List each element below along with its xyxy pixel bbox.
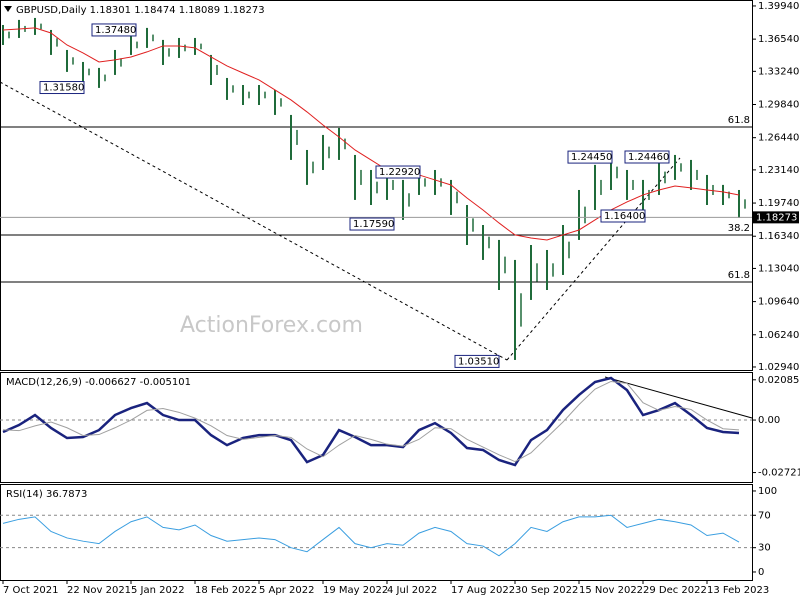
x-tick-label: 30 Sep 2022 [515, 585, 578, 596]
annotation-label: 1.22920 [379, 167, 420, 178]
watermark: ActionForex.com [180, 313, 363, 338]
annotation-box [454, 354, 500, 368]
y-tick-label: 1.29840 [758, 100, 799, 111]
y-tick-label: -0.027213 [758, 468, 800, 479]
macd-title: MACD(12,26,9) -0.006627 -0.005101 [6, 377, 191, 388]
y-tick-label: 1.16340 [758, 231, 799, 242]
trendline [506, 157, 681, 361]
annotation-label: 1.24460 [628, 152, 669, 163]
menu-icon [4, 6, 12, 12]
y-tick-label: 1.06240 [758, 330, 799, 341]
annotation-label: 1.24450 [571, 152, 612, 163]
x-tick-label: 5 Jan 2022 [131, 585, 185, 596]
x-tick-label: 19 May 2022 [323, 585, 388, 596]
y-tick-label: 1.02940 [758, 362, 799, 373]
annotation-label: 1.16400 [604, 211, 645, 222]
y-tick-label: 70 [758, 510, 771, 521]
last-price-box [753, 211, 799, 224]
y-tick-label: 1.09640 [758, 297, 799, 308]
fib-label: 61.8 [728, 270, 750, 281]
y-tick-label: 1.19740 [758, 198, 799, 209]
annotation-box [91, 23, 137, 37]
last-price-label: 1.18273 [756, 212, 797, 223]
x-tick-label: 22 Nov 2021 [67, 585, 131, 596]
annotation-box [567, 150, 613, 164]
fib-label: 61.8 [728, 115, 750, 126]
y-tick-label: 1.39940 [758, 1, 799, 12]
macd-trendline [604, 376, 753, 419]
macd-frame [0, 372, 753, 483]
price-frame [0, 0, 753, 371]
fib-label: 38.2 [728, 223, 750, 234]
x-tick-label: 29 Dec 2022 [643, 585, 707, 596]
x-tick-label: 18 Feb 2022 [195, 585, 257, 596]
y-tick-label: 1.13040 [758, 263, 799, 274]
indicator-line [2, 514, 740, 557]
x-tick-label: 15 Nov 2022 [579, 585, 643, 596]
annotation-box [375, 165, 421, 179]
frames [0, 0, 753, 581]
y-tick-label: 1.36540 [758, 34, 799, 45]
annotation-label: 1.31580 [43, 83, 84, 94]
annotation-box [39, 81, 85, 95]
price-title: GBPUSD,Daily 1.18301 1.18474 1.18089 1.1… [16, 5, 265, 16]
annotation-label: 1.17590 [353, 219, 394, 230]
trendline [0, 81, 508, 361]
y-tick-label: 30 [758, 543, 771, 554]
indicator-line [2, 380, 740, 463]
moving-average [2, 27, 740, 241]
y-tick-label: 100 [758, 486, 777, 497]
y-tick-label: 1.23140 [758, 165, 799, 176]
x-tick-label: 4 Jul 2022 [387, 585, 437, 596]
annotation-label: 1.03510 [458, 356, 499, 367]
y-tick-label: 1.26440 [758, 133, 799, 144]
annotation-box [600, 209, 646, 223]
annotation-label: 1.37480 [95, 25, 136, 36]
y-tick-label: 0 [758, 567, 764, 578]
x-tick-label: 17 Aug 2022 [451, 585, 515, 596]
rsi-frame [0, 484, 753, 581]
x-tick-label: 5 Apr 2022 [259, 585, 314, 596]
annotation-box [349, 217, 395, 231]
rsi-title: RSI(14) 36.7873 [6, 489, 87, 500]
y-tick-label: 0.020858 [758, 375, 800, 386]
x-tick-label: 13 Feb 2023 [707, 585, 769, 596]
y-tick-label: 0.00 [758, 415, 780, 426]
y-tick-label: 1.33240 [758, 66, 799, 77]
annotation-box [624, 150, 670, 164]
x-tick-label: 7 Oct 2021 [3, 585, 58, 596]
